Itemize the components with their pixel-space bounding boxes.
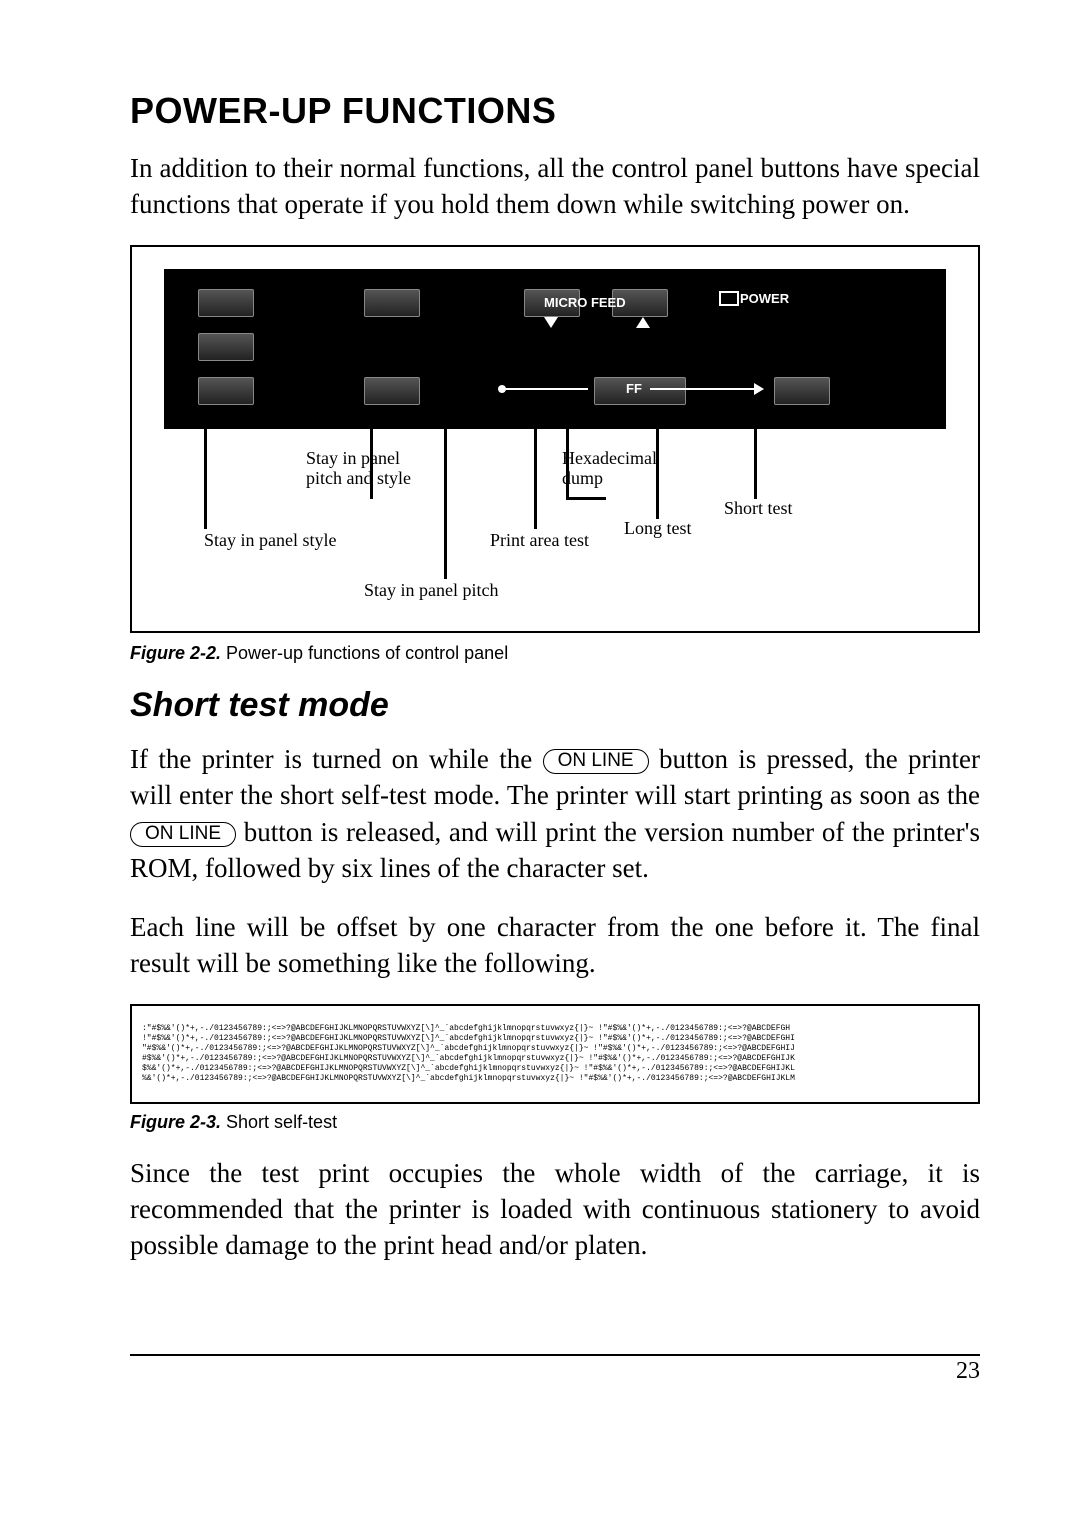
closing-paragraph: Since the test print occupies the whole … xyxy=(130,1155,980,1264)
ff-line xyxy=(502,388,588,390)
short-test-paragraph-1: If the printer is turned on while the ON… xyxy=(130,741,980,887)
leader-line xyxy=(566,497,606,500)
tag-print-area: Print area test xyxy=(490,531,589,551)
figure-label: Figure 2-2. xyxy=(130,643,221,663)
control-panel: MICRO FEED POWER FF xyxy=(164,269,946,429)
ff-arrow-icon xyxy=(754,383,764,395)
ff-line xyxy=(650,388,754,390)
intro-paragraph: In addition to their normal functions, a… xyxy=(130,150,980,223)
micro-feed-label: MICRO FEED xyxy=(544,295,626,310)
arrow-up-icon xyxy=(636,317,650,328)
page-footer: 23 xyxy=(130,1354,980,1385)
figure-label: Figure 2-3. xyxy=(130,1112,221,1132)
page-title: POWER-UP FUNCTIONS xyxy=(130,90,980,132)
text-run: button is released, and will print the v… xyxy=(130,817,980,883)
figure-text: Short self-test xyxy=(221,1112,337,1132)
figure-2-2: MICRO FEED POWER FF Stay in panelpitch a… xyxy=(130,245,980,633)
selftest-line: "#$%&'()*+,-./0123456789:;<=>?@ABCDEFGHI… xyxy=(142,1044,968,1054)
figure-2-3: :"#$%&'()*+,-./0123456789:;<=>?@ABCDEFGH… xyxy=(130,1004,980,1104)
figure-2-2-caption: Figure 2-2. Power-up functions of contro… xyxy=(130,643,980,664)
selftest-line: :"#$%&'()*+,-./0123456789:;<=>?@ABCDEFGH… xyxy=(142,1024,968,1034)
leader-line xyxy=(204,429,207,529)
short-test-paragraph-2: Each line will be offset by one characte… xyxy=(130,909,980,982)
selftest-line: %&'()*+,-./0123456789:;<=>?@ABCDEFGHIJKL… xyxy=(142,1074,968,1084)
figure-2-3-caption: Figure 2-3. Short self-test xyxy=(130,1112,980,1133)
ff-dot-icon xyxy=(498,385,506,393)
panel-button xyxy=(364,289,420,317)
on-line-button-graphic: ON LINE xyxy=(543,749,649,774)
leader-line xyxy=(534,429,537,529)
leader-line xyxy=(444,429,447,579)
selftest-line: #$%&'()*+,-./0123456789:;<=>?@ABCDEFGHIJ… xyxy=(142,1054,968,1064)
arrow-down-icon xyxy=(544,317,558,328)
ff-label: FF xyxy=(626,381,642,396)
section-heading-short-test: Short test mode xyxy=(130,686,980,725)
panel-button xyxy=(198,289,254,317)
on-line-button-graphic: ON LINE xyxy=(130,822,236,847)
power-led-icon xyxy=(719,291,739,306)
leader-line xyxy=(754,429,757,499)
figure-text: Power-up functions of control panel xyxy=(221,643,508,663)
tag-stay-style: Stay in panel style xyxy=(204,531,336,551)
tag-pitch-style: Stay in panelpitch and style xyxy=(306,449,411,489)
page-number: 23 xyxy=(956,1358,980,1384)
tag-stay-pitch: Stay in panel pitch xyxy=(364,581,498,601)
panel-button xyxy=(198,377,254,405)
selftest-line: $%&'()*+,-./0123456789:;<=>?@ABCDEFGHIJK… xyxy=(142,1064,968,1074)
panel-button xyxy=(364,377,420,405)
panel-button xyxy=(198,333,254,361)
tag-hex-dump: Hexadecimaldump xyxy=(562,449,657,489)
tag-short-test: Short test xyxy=(724,499,793,519)
power-label: POWER xyxy=(740,291,789,306)
tag-long-test: Long test xyxy=(624,519,692,539)
selftest-line: !"#$%&'()*+,-./0123456789:;<=>?@ABCDEFGH… xyxy=(142,1034,968,1044)
text-run: If the printer is turned on while the xyxy=(130,744,543,774)
panel-button xyxy=(774,377,830,405)
